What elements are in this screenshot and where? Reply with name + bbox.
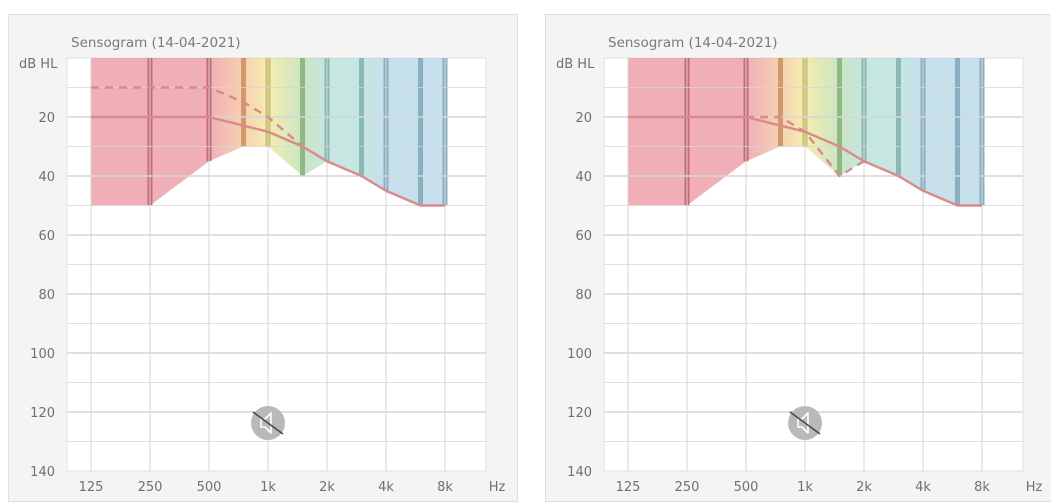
band-separator [778,58,784,147]
sensogram-chart-left: dB HL 20 40 60 80 100 120 140 125 250 500 1k 2k 4k 8k H… [19,57,506,495]
y-tick-label: 100 [30,347,55,362]
sensogram-chart-right: dB HL 20 40 60 80 100 120 140 125 250 500 1k 2k 4k 8k H… [556,57,1043,495]
solid-series-line [91,115,445,207]
sensogram-panel-right: Sensogram (14-04-2021) dB HL 20 40 60 80 100 1… [545,14,1051,502]
x-tick-label: 4k [915,480,931,495]
x-tick-label: 1k [797,480,813,495]
x-tick-label: 2k [319,480,335,495]
y-tick-label: 100 [567,347,592,362]
y-tick-label: 60 [575,229,592,244]
x-axis-label: Hz [1026,480,1043,495]
y-tick-label: 40 [38,170,55,185]
y-tick-label: 80 [575,288,592,303]
speaker-muted-icon [251,406,285,440]
x-tick-label: 125 [616,480,641,495]
band-separator [418,58,424,206]
x-tick-label: 8k [974,480,990,495]
x-tick-label: 4k [378,480,394,495]
y-axis-label: dB HL [556,57,595,72]
y-tick-label: 20 [38,111,55,126]
dashed-series-line [91,86,304,148]
chart-title: Sensogram (14-04-2021) [608,35,778,51]
y-tick-label: 120 [30,406,55,421]
x-tick-label: 2k [856,480,872,495]
x-tick-label: 1k [260,480,276,495]
y-tick-label: 120 [567,406,592,421]
x-tick-label: 250 [675,480,700,495]
x-tick-label: 125 [79,480,104,495]
x-tick-label: 250 [138,480,163,495]
x-tick-label: 500 [197,480,222,495]
x-tick-label: 8k [437,480,453,495]
chart-title: Sensogram (14-04-2021) [71,35,241,51]
dashed-series-line [746,115,865,178]
y-axis-label: dB HL [19,57,58,72]
sensogram-panel-left: Sensogram (14-04-2021) dB HL 20 40 60 80 100 1… [8,14,518,502]
speaker-muted-icon [788,406,822,440]
y-tick-label: 140 [567,465,592,480]
y-tick-label: 20 [575,111,592,126]
y-tick-label: 140 [30,465,55,480]
x-axis-label: Hz [489,480,506,495]
y-tick-label: 40 [575,170,592,185]
x-tick-label: 500 [734,480,759,495]
band-separator [955,58,961,206]
y-tick-label: 80 [38,288,55,303]
y-tick-label: 60 [38,229,55,244]
